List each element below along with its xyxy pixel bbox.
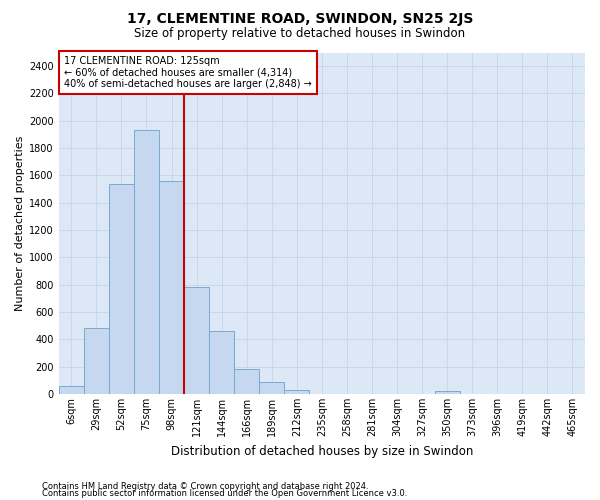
Bar (134, 130, 159, 394)
Bar (284, 390, 310, 394)
Bar (184, 288, 209, 394)
Bar (159, 181, 184, 394)
Bar (59, 386, 84, 394)
Text: 17 CLEMENTINE ROAD: 125sqm
← 60% of detached houses are smaller (4,314)
40% of s: 17 CLEMENTINE ROAD: 125sqm ← 60% of deta… (64, 56, 312, 89)
Text: Contains public sector information licensed under the Open Government Licence v3: Contains public sector information licen… (42, 490, 407, 498)
X-axis label: Distribution of detached houses by size in Swindon: Distribution of detached houses by size … (171, 444, 473, 458)
Text: 17, CLEMENTINE ROAD, SWINDON, SN25 2JS: 17, CLEMENTINE ROAD, SWINDON, SN25 2JS (127, 12, 473, 26)
Bar (84, 328, 109, 394)
Bar (434, 392, 460, 394)
Bar (234, 368, 259, 394)
Text: Contains HM Land Registry data © Crown copyright and database right 2024.: Contains HM Land Registry data © Crown c… (42, 482, 368, 491)
Bar (259, 382, 284, 394)
Bar (109, 184, 134, 394)
Bar (209, 331, 234, 394)
Text: Size of property relative to detached houses in Swindon: Size of property relative to detached ho… (134, 28, 466, 40)
Y-axis label: Number of detached properties: Number of detached properties (15, 136, 25, 311)
